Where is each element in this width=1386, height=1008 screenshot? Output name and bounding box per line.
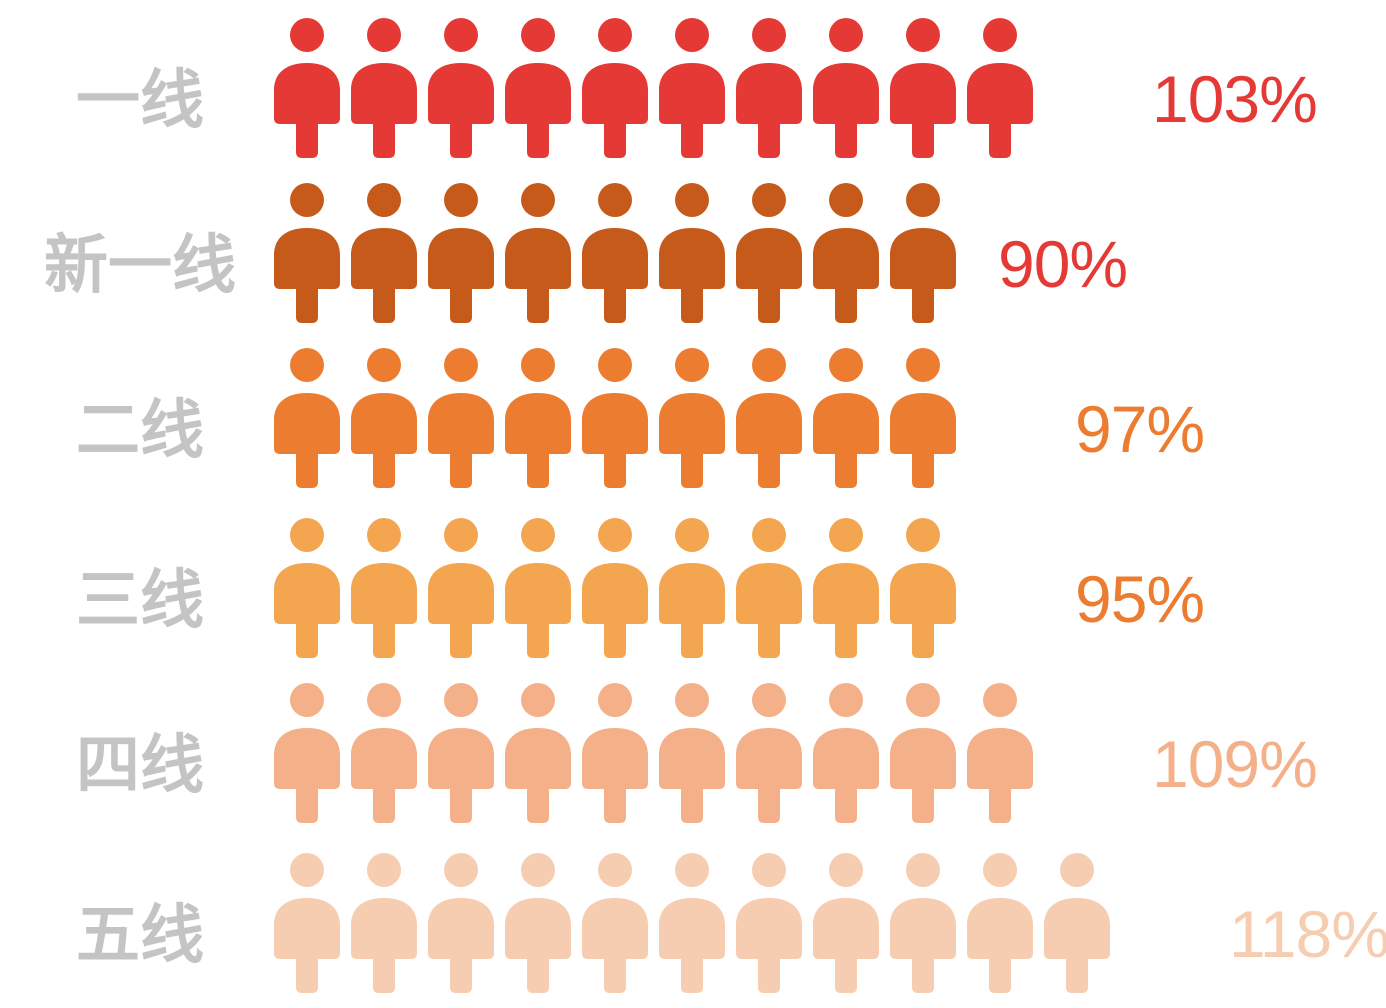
person-icon	[890, 518, 956, 658]
person-icon	[813, 183, 879, 323]
value-label: 103%	[1152, 62, 1317, 136]
tier-label: 一线	[76, 64, 204, 138]
person-icon-partial	[967, 348, 1014, 488]
person-icon-partial	[1044, 18, 1063, 158]
person-icon	[967, 18, 1033, 158]
person-icon	[351, 18, 417, 158]
tier-label: 五线	[76, 899, 204, 973]
person-icon	[736, 348, 802, 488]
person-icon	[582, 683, 648, 823]
person-icon	[736, 183, 802, 323]
person-icon	[813, 18, 879, 158]
tier-label: 二线	[76, 394, 204, 468]
person-icon	[505, 683, 571, 823]
value-label: 90%	[998, 227, 1127, 301]
tier-row: 三线 95%	[76, 518, 1205, 658]
person-icon	[351, 853, 417, 993]
person-icon	[274, 853, 340, 993]
person-icon	[967, 683, 1033, 823]
tier-row: 一线 103%	[76, 18, 1318, 158]
person-icon	[890, 183, 956, 323]
person-icon	[813, 518, 879, 658]
person-icon-partial	[1121, 853, 1175, 993]
person-icon	[659, 183, 725, 323]
person-icon	[659, 348, 725, 488]
person-icon	[659, 853, 725, 993]
person-icon	[351, 518, 417, 658]
person-icon	[582, 18, 648, 158]
tier-row: 四线 109%	[76, 683, 1318, 823]
person-icon	[505, 18, 571, 158]
tier-label: 新一线	[44, 229, 236, 303]
person-icon	[274, 683, 340, 823]
person-icon	[274, 18, 340, 158]
person-icon	[505, 183, 571, 323]
value-label: 95%	[1075, 562, 1204, 636]
person-icon	[582, 348, 648, 488]
person-icon-partial	[967, 518, 1000, 658]
tier-row: 二线 97%	[76, 348, 1205, 488]
person-icon	[890, 348, 956, 488]
person-icon	[351, 183, 417, 323]
person-icon	[582, 853, 648, 993]
person-icon	[659, 18, 725, 158]
person-icon	[1044, 853, 1110, 993]
person-icon	[582, 518, 648, 658]
person-icon	[736, 683, 802, 823]
person-icon	[890, 18, 956, 158]
person-icon	[582, 183, 648, 323]
value-label: 118%	[1229, 897, 1386, 971]
tier-label: 四线	[76, 729, 204, 803]
person-icon	[813, 853, 879, 993]
person-icon	[736, 18, 802, 158]
person-icon	[274, 518, 340, 658]
person-icon	[505, 518, 571, 658]
person-icon	[351, 348, 417, 488]
person-icon	[428, 18, 494, 158]
tier-row: 五线 118%	[76, 853, 1386, 993]
person-icon	[428, 853, 494, 993]
person-icon-partial	[1044, 683, 1105, 823]
person-icon	[428, 183, 494, 323]
tier-row: 新一线 90%	[44, 183, 1128, 323]
person-icon	[428, 518, 494, 658]
person-icon	[736, 518, 802, 658]
person-icon	[274, 348, 340, 488]
person-icon	[428, 348, 494, 488]
person-icon	[890, 683, 956, 823]
person-icon	[890, 853, 956, 993]
person-icon	[813, 683, 879, 823]
value-label: 109%	[1152, 727, 1317, 801]
person-icon	[428, 683, 494, 823]
person-icon	[813, 348, 879, 488]
value-label: 97%	[1075, 392, 1204, 466]
person-icon	[736, 853, 802, 993]
person-icon	[659, 683, 725, 823]
person-icon	[505, 348, 571, 488]
person-icon	[274, 183, 340, 323]
person-icon	[659, 518, 725, 658]
person-icon	[351, 683, 417, 823]
tier-label: 三线	[76, 564, 204, 638]
person-icon	[505, 853, 571, 993]
person-icon	[967, 853, 1033, 993]
